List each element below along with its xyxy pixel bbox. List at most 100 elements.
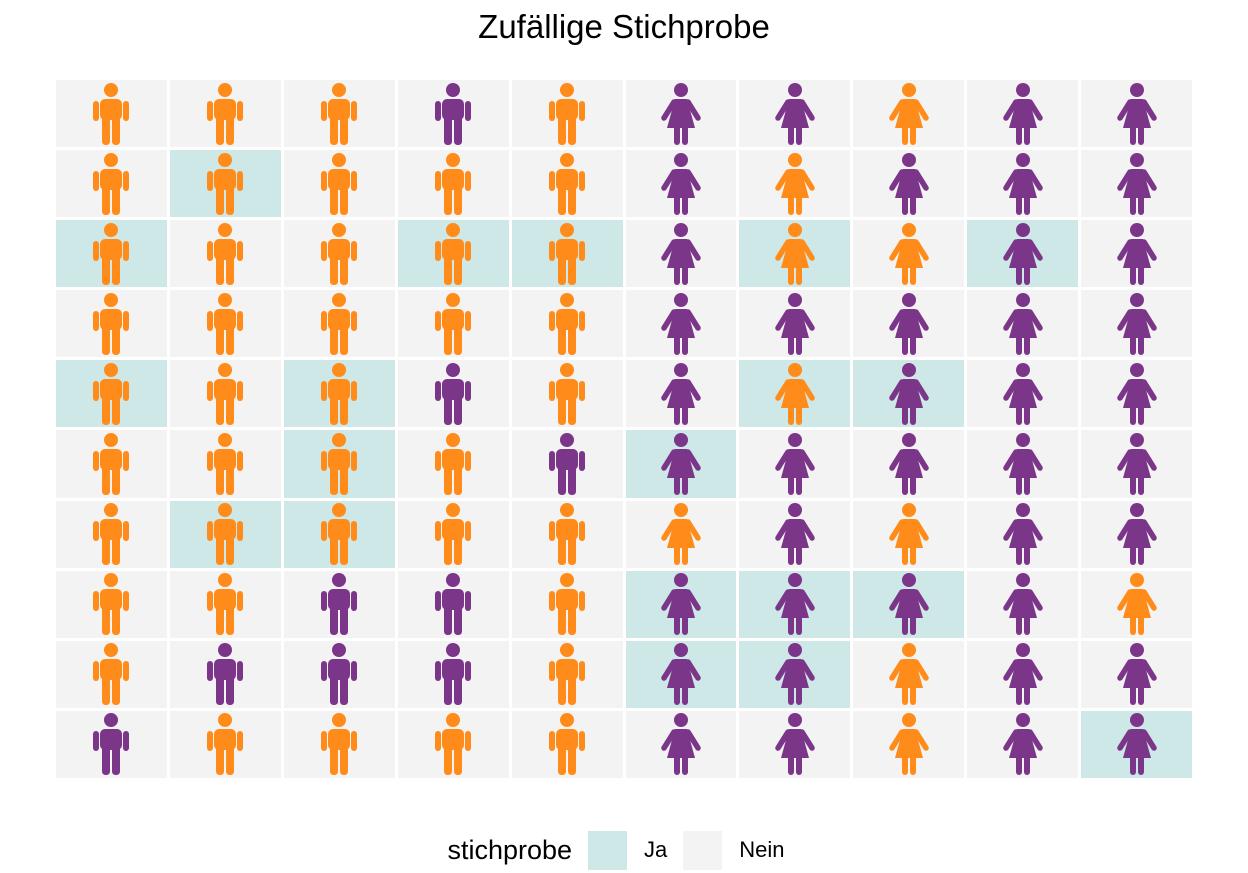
grid-cell-r9-c3 bbox=[283, 640, 395, 708]
grid-cell-r3-c9 bbox=[967, 220, 1079, 288]
grid-cell-r4-c8 bbox=[853, 290, 965, 358]
female-person-icon bbox=[661, 292, 701, 355]
grid-cell-r10-c10 bbox=[1081, 710, 1192, 778]
female-person-icon bbox=[775, 573, 815, 636]
female-person-icon bbox=[1002, 292, 1043, 355]
grid-cell-r3-c1 bbox=[56, 220, 167, 288]
male-person-icon bbox=[93, 222, 130, 285]
male-person-icon bbox=[549, 222, 586, 285]
female-person-icon bbox=[661, 362, 701, 425]
male-person-icon bbox=[321, 643, 358, 706]
grid-cell-r6-c10 bbox=[1081, 430, 1192, 498]
female-person-icon bbox=[1116, 713, 1157, 776]
male-person-icon bbox=[435, 503, 472, 566]
female-person-icon bbox=[888, 433, 929, 496]
female-person-icon bbox=[888, 713, 929, 776]
male-person-icon bbox=[207, 503, 244, 566]
male-person-icon bbox=[321, 362, 358, 425]
legend-key-nein bbox=[683, 830, 723, 870]
male-person-icon bbox=[549, 292, 586, 355]
grid-cell-r2-c10 bbox=[1081, 150, 1192, 218]
grid-cell-r7-c10 bbox=[1081, 500, 1192, 568]
female-person-icon bbox=[661, 573, 701, 636]
grid-cell-r8-c5 bbox=[511, 570, 623, 638]
grid-cell-r3-c2 bbox=[169, 220, 281, 288]
male-person-icon bbox=[93, 713, 130, 776]
grid-cell-r5-c10 bbox=[1081, 360, 1192, 428]
male-person-icon bbox=[549, 503, 586, 566]
grid-cell-r2-c2 bbox=[169, 150, 281, 218]
grid-cell-r2-c9 bbox=[967, 150, 1079, 218]
male-person-icon bbox=[207, 82, 244, 145]
male-person-icon bbox=[207, 222, 244, 285]
grid-cell-r5-c3 bbox=[283, 360, 395, 428]
female-person-icon bbox=[775, 503, 815, 566]
grid-cell-r4-c4 bbox=[397, 290, 509, 358]
male-person-icon bbox=[435, 82, 472, 145]
grid-cell-r7-c2 bbox=[169, 500, 281, 568]
pictogram-grid bbox=[56, 80, 1192, 778]
grid-cell-r3-c6 bbox=[625, 220, 737, 288]
male-person-icon bbox=[321, 573, 358, 636]
female-person-icon bbox=[1116, 643, 1157, 706]
female-person-icon bbox=[661, 643, 701, 706]
grid-cell-r5-c4 bbox=[397, 360, 509, 428]
female-person-icon bbox=[888, 503, 929, 566]
grid-cell-r9-c8 bbox=[853, 640, 965, 708]
female-person-icon bbox=[775, 713, 815, 776]
grid-cell-r4-c6 bbox=[625, 290, 737, 358]
legend-label-ja: Ja bbox=[644, 837, 668, 862]
male-person-icon bbox=[435, 433, 472, 496]
female-person-icon bbox=[775, 433, 815, 496]
male-person-icon bbox=[435, 573, 472, 636]
male-person-icon bbox=[93, 433, 130, 496]
male-person-icon bbox=[321, 713, 358, 776]
legend: stichprobe Ja Nein bbox=[0, 830, 1248, 870]
female-person-icon bbox=[1002, 643, 1043, 706]
grid-cell-r4-c1 bbox=[56, 290, 167, 358]
female-person-icon bbox=[775, 643, 815, 706]
grid-cell-r1-c1 bbox=[56, 80, 167, 148]
female-person-icon bbox=[888, 362, 929, 425]
female-person-icon bbox=[1116, 362, 1157, 425]
grid-cell-r4-c10 bbox=[1081, 290, 1192, 358]
male-person-icon bbox=[549, 362, 586, 425]
male-person-icon bbox=[93, 152, 130, 215]
grid-cell-r5-c8 bbox=[853, 360, 965, 428]
female-person-icon bbox=[1002, 152, 1043, 215]
male-person-icon bbox=[321, 152, 358, 215]
grid-cell-r10-c9 bbox=[967, 710, 1079, 778]
female-person-icon bbox=[775, 222, 815, 285]
male-person-icon bbox=[93, 573, 130, 636]
female-person-icon bbox=[1002, 82, 1043, 145]
grid-cell-r9-c7 bbox=[739, 640, 851, 708]
grid-cell-r5-c5 bbox=[511, 360, 623, 428]
female-person-icon bbox=[1116, 152, 1157, 215]
grid-cell-r7-c1 bbox=[56, 500, 167, 568]
grid-cell-r4-c9 bbox=[967, 290, 1079, 358]
grid-cell-r6-c2 bbox=[169, 430, 281, 498]
male-person-icon bbox=[549, 643, 586, 706]
grid-cell-r6-c5 bbox=[511, 430, 623, 498]
male-person-icon bbox=[207, 713, 244, 776]
grid-cell-r10-c2 bbox=[169, 710, 281, 778]
male-person-icon bbox=[93, 643, 130, 706]
grid-cell-r3-c8 bbox=[853, 220, 965, 288]
female-person-icon bbox=[1002, 713, 1043, 776]
female-person-icon bbox=[1002, 362, 1043, 425]
female-person-icon bbox=[661, 713, 701, 776]
grid-cell-r1-c4 bbox=[397, 80, 509, 148]
grid-cell-r9-c6 bbox=[625, 640, 737, 708]
grid-cell-r3-c3 bbox=[283, 220, 395, 288]
female-person-icon bbox=[1002, 503, 1043, 566]
female-person-icon bbox=[661, 222, 701, 285]
grid-cell-r6-c9 bbox=[967, 430, 1079, 498]
grid-cell-r8-c7 bbox=[739, 570, 851, 638]
female-person-icon bbox=[1116, 82, 1157, 145]
grid-cell-r4-c3 bbox=[283, 290, 395, 358]
male-person-icon bbox=[321, 503, 358, 566]
legend-item-ja: Ja bbox=[588, 830, 668, 870]
grid-cell-r9-c4 bbox=[397, 640, 509, 708]
female-person-icon bbox=[888, 643, 929, 706]
legend-key-ja bbox=[588, 830, 628, 870]
